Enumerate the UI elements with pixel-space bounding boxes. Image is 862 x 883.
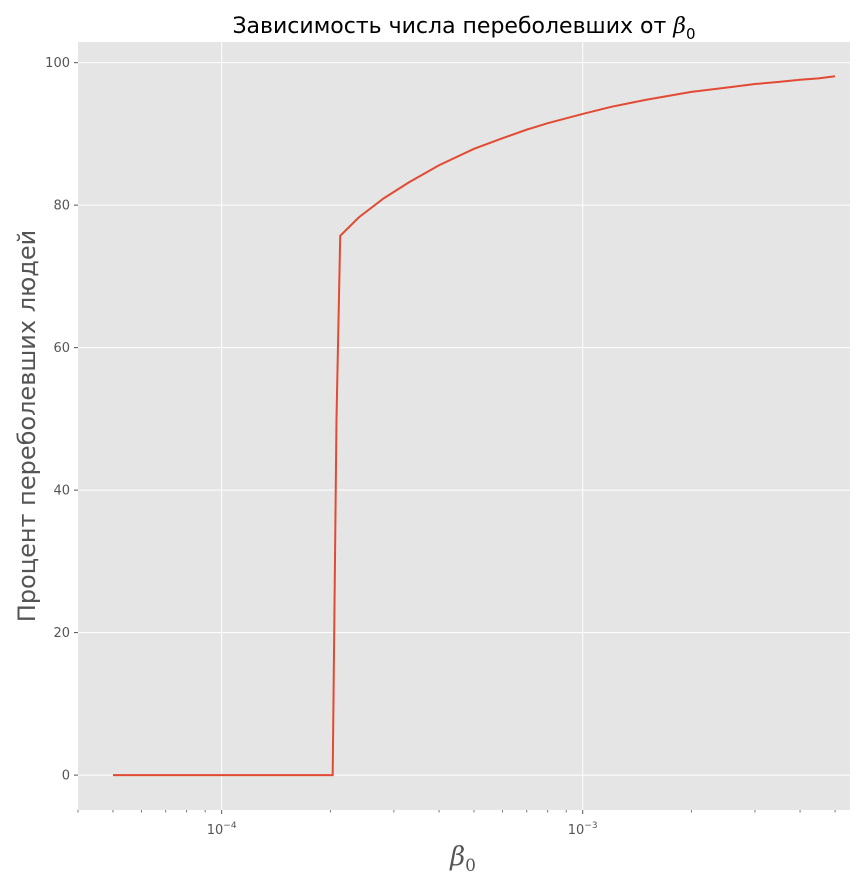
y-tick-label: 40	[53, 484, 70, 499]
x-minor-ticks	[77, 810, 836, 813]
y-axis-ticks: 0 20 40 60 80 100	[45, 56, 78, 784]
y-tick-label: 60	[53, 341, 70, 356]
x-axis-label: β0	[449, 842, 476, 876]
x-tick-label: 10−4	[207, 821, 237, 838]
y-axis-label: Процент переболевших людей	[13, 230, 41, 622]
chart-title: Зависимость числа переболевших от β0	[232, 14, 695, 43]
y-tick-label: 0	[62, 769, 70, 784]
series-line	[112, 75, 836, 777]
y-tick-label: 100	[45, 56, 70, 71]
x-tick-label: 10−3	[568, 821, 598, 838]
grid	[78, 42, 850, 810]
plot-area	[78, 42, 850, 810]
y-tick-label: 20	[53, 626, 70, 641]
y-tick-label: 80	[53, 199, 70, 214]
x-axis-ticks: 10−4 10−3	[207, 810, 598, 838]
